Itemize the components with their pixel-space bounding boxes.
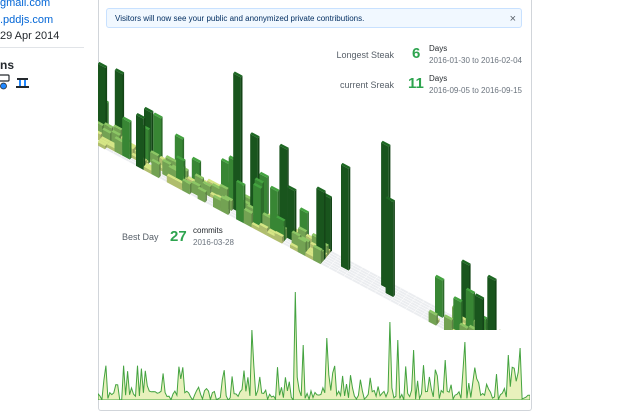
contribution-cell xyxy=(151,158,161,179)
contribution-cell xyxy=(233,71,243,214)
contribution-cell xyxy=(98,140,107,150)
contribution-cell xyxy=(153,112,163,163)
best-day-date: 2016-03-28 xyxy=(193,238,234,247)
profile-sidebar: gmail.com .pddjs.com 29 Apr 2014 ns xyxy=(0,0,84,400)
profile-email-link[interactable]: gmail.com xyxy=(0,0,51,9)
contribution-cell xyxy=(453,296,463,330)
close-icon[interactable]: × xyxy=(509,13,516,25)
sidebar-divider xyxy=(0,47,84,48)
longest-streak-range: 2016-01-30 to 2016-02-04 xyxy=(429,56,522,65)
contribution-cell xyxy=(136,113,146,170)
longest-streak-unit: Days xyxy=(429,44,448,53)
contribution-cell xyxy=(428,309,438,326)
contribution-cell xyxy=(253,182,263,230)
contribution-cell xyxy=(122,116,132,160)
visibility-notice-text: Visitors will now see your public and an… xyxy=(115,14,365,23)
contribution-cell xyxy=(452,328,456,330)
contribution-cell xyxy=(313,244,323,265)
contribution-cell xyxy=(487,274,497,330)
contribution-cell xyxy=(274,231,284,244)
best-day-label: Best Day xyxy=(122,232,159,242)
isometric-contributions-chart xyxy=(98,61,501,330)
current-streak-unit: Days xyxy=(429,74,448,83)
best-day-unit: commits xyxy=(193,226,223,235)
current-streak-value: 11 xyxy=(408,75,424,92)
contribution-sparkline xyxy=(98,291,530,400)
contribution-cell xyxy=(341,162,351,271)
current-streak-range: 2016-09-05 to 2016-09-15 xyxy=(429,86,522,95)
visibility-notice: Visitors will now see your public and an… xyxy=(106,8,522,28)
contribution-cell xyxy=(435,274,445,319)
longest-streak-value: 6 xyxy=(412,45,421,62)
contribution-cell xyxy=(287,185,297,243)
sparkline-area xyxy=(98,291,530,400)
contribution-cell xyxy=(499,329,501,330)
contribution-cell xyxy=(385,196,395,298)
profile-website-link[interactable]: .pddjs.com xyxy=(0,14,54,26)
contribution-cell xyxy=(444,314,454,330)
profile-joined-date: 29 Apr 2014 xyxy=(0,30,60,42)
best-day-value: 27 xyxy=(170,228,187,245)
contribution-cell xyxy=(465,287,476,330)
contribution-cell xyxy=(182,178,192,195)
contribution-cell xyxy=(316,186,326,261)
contribution-cell xyxy=(98,61,108,136)
contribution-cell xyxy=(220,195,230,216)
contribution-cell xyxy=(459,322,469,330)
organizations-heading: ns xyxy=(0,58,15,72)
isometric-contributions-card xyxy=(98,0,532,411)
longest-streak-label: Longest Steak xyxy=(336,50,394,60)
org-tower-icon[interactable] xyxy=(16,74,30,90)
current-streak-label: current Sreak xyxy=(339,80,394,90)
contribution-cell xyxy=(197,186,207,203)
contribution-cell xyxy=(474,293,485,330)
org-badge-icon[interactable] xyxy=(0,74,10,90)
